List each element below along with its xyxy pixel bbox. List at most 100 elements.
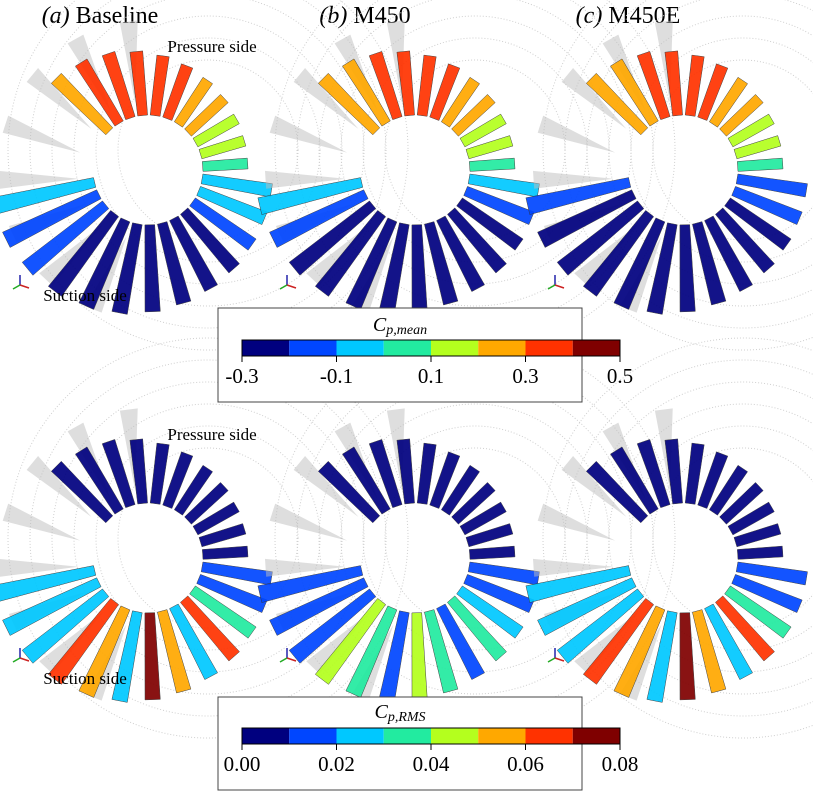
- mesh: [7, 0, 409, 351]
- blade: [646, 222, 678, 315]
- blade: [525, 177, 632, 215]
- colorbar-segment: [289, 340, 337, 356]
- axis-triad: [12, 657, 21, 663]
- blade: [636, 439, 671, 509]
- blade: [0, 565, 97, 602]
- blade: [735, 561, 808, 586]
- blade: [731, 186, 803, 225]
- blade: [47, 210, 119, 297]
- axis-triad: [286, 284, 297, 289]
- blade: [180, 595, 240, 662]
- blade: [724, 197, 792, 251]
- grey-blade: [561, 455, 627, 517]
- colorbar-segment: [242, 340, 290, 356]
- blade: [610, 446, 659, 515]
- grey-blade: [537, 115, 616, 153]
- blade: [192, 501, 240, 536]
- annotations: Pressure side Suction side Pressure side…: [43, 37, 256, 688]
- blade: [288, 200, 377, 276]
- blade: [75, 446, 124, 515]
- colorbar-segment: [289, 728, 337, 744]
- blade: [737, 545, 784, 560]
- grey-blade: [265, 558, 346, 577]
- blade: [469, 157, 516, 172]
- blade: [144, 612, 161, 701]
- colorbar-tick-label: 0.02: [318, 752, 355, 776]
- blade: [196, 574, 268, 613]
- blade: [169, 215, 218, 292]
- panel-title: (a) Baseline: [42, 3, 159, 29]
- mesh: [29, 359, 387, 717]
- blade: [697, 63, 729, 121]
- blade: [733, 135, 782, 160]
- mesh: [542, 337, 813, 739]
- blade: [21, 588, 110, 664]
- rendering: [525, 337, 813, 739]
- blade: [317, 460, 381, 524]
- mesh: [51, 0, 365, 307]
- mesh: [586, 0, 813, 307]
- grey-blade: [26, 455, 92, 517]
- blade: [416, 54, 437, 117]
- blade: [613, 605, 666, 698]
- axis-triad: [547, 657, 556, 663]
- blade: [436, 603, 485, 680]
- colorbar-segment: [431, 340, 479, 356]
- blade: [101, 51, 136, 121]
- symbol: C: [373, 314, 387, 336]
- mesh: [7, 337, 409, 739]
- colorbar-segment: [336, 728, 384, 744]
- blade: [715, 595, 775, 662]
- blade: [129, 438, 148, 505]
- grey-blade: [265, 170, 346, 189]
- blade: [537, 189, 637, 248]
- blade: [697, 451, 729, 509]
- pressure-side-label: Pressure side: [167, 425, 256, 444]
- blade: [257, 565, 364, 603]
- blade: [180, 207, 240, 274]
- blade: [345, 605, 398, 698]
- colorbar-segment: [572, 728, 620, 744]
- blade: [50, 460, 114, 524]
- blade: [610, 58, 659, 127]
- blade: [737, 157, 784, 172]
- blade: [2, 189, 102, 248]
- blade: [463, 186, 535, 225]
- blade: [101, 439, 136, 509]
- pressure-side-label: Pressure side: [167, 37, 256, 56]
- blade: [396, 438, 415, 505]
- grey-blade: [561, 67, 627, 129]
- blade: [269, 577, 369, 636]
- colorbar-label: Cp,RMS: [374, 701, 425, 726]
- grey-blade: [26, 67, 92, 129]
- colorbar-tick-label: 0.06: [507, 752, 544, 776]
- mesh: [95, 37, 321, 263]
- blade: [149, 442, 170, 505]
- colorbar-segment: [383, 340, 431, 356]
- panel-tag: (c): [576, 3, 603, 29]
- blade: [396, 50, 415, 117]
- blade: [708, 76, 748, 128]
- blade: [198, 523, 247, 548]
- blade: [162, 451, 194, 509]
- blade: [342, 446, 391, 515]
- mesh: [564, 0, 813, 329]
- mesh: [29, 0, 387, 329]
- rendering: [257, 337, 676, 739]
- colorbar-segment: [383, 728, 431, 744]
- blade: [196, 186, 268, 225]
- panel-tag: (a): [42, 3, 70, 29]
- grey-blade: [2, 503, 81, 541]
- blade: [537, 577, 637, 636]
- blade: [157, 221, 192, 306]
- grey-blade: [0, 171, 79, 189]
- blade: [684, 54, 705, 117]
- blade: [424, 221, 459, 306]
- colorbar-tick-label: 0.1: [418, 364, 444, 388]
- panel-name: Baseline: [76, 3, 159, 29]
- blade: [314, 598, 386, 685]
- blade: [646, 610, 678, 703]
- blade: [692, 221, 727, 306]
- blade: [189, 585, 257, 639]
